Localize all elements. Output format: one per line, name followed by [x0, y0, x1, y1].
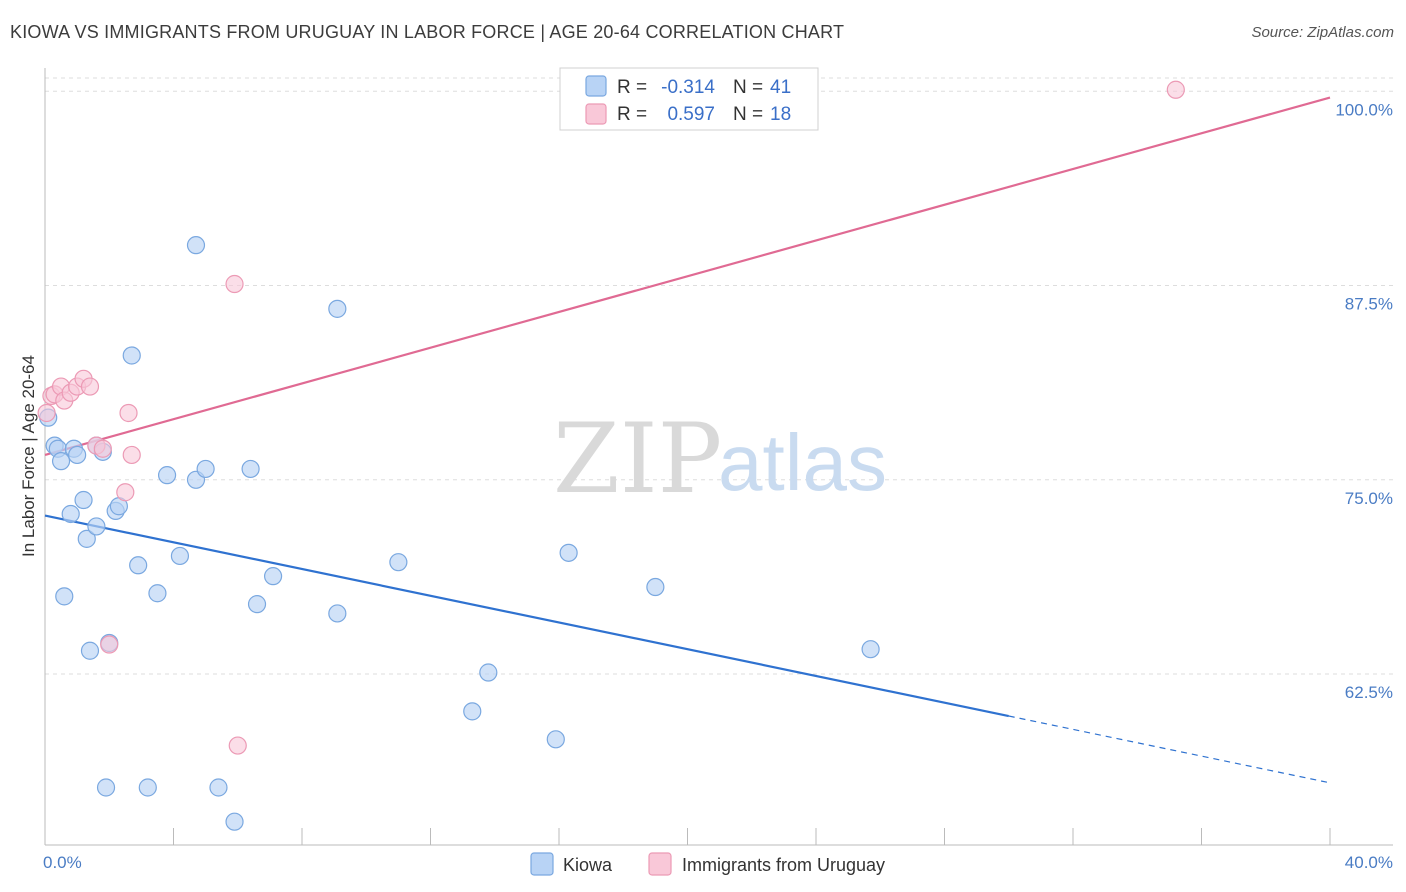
point-uruguay: [119, 403, 138, 423]
x-tick-labels: 0.0% 40.0%: [43, 853, 1393, 872]
point-kiowa: [241, 459, 260, 479]
point-kiowa: [170, 546, 190, 566]
y-tick-label: 62.5%: [1345, 683, 1393, 702]
y-tick-label: 87.5%: [1345, 295, 1393, 314]
legend-r-value-1: -0.314: [661, 77, 715, 98]
legend-swatch-kiowa: [585, 75, 607, 97]
point-uruguay: [100, 635, 119, 654]
point-kiowa: [129, 556, 148, 575]
point-uruguay: [1166, 80, 1185, 99]
axes: [44, 68, 1393, 846]
legend-n-label-1: N =: [733, 77, 763, 98]
watermark-zip: ZIP: [553, 403, 722, 515]
point-kiowa: [186, 236, 206, 255]
point-uruguay: [80, 377, 100, 396]
point-kiowa: [80, 641, 100, 660]
source-label: Source: ZipAtlas.com: [1251, 24, 1394, 41]
point-kiowa: [61, 504, 80, 524]
legend-n-value-2: 18: [770, 104, 791, 125]
point-kiowa: [148, 584, 167, 603]
watermark-atlas: atlas: [718, 418, 887, 507]
point-kiowa: [77, 529, 96, 548]
series-legend-label-uruguay: Immigrants from Uruguay: [682, 855, 885, 875]
point-kiowa: [389, 553, 408, 572]
y-tick-label: 75.0%: [1345, 489, 1393, 508]
point-uruguay: [116, 483, 135, 502]
stats-legend: R = -0.314 N = 41 R = 0.597 N = 18: [559, 67, 819, 131]
point-kiowa: [96, 778, 116, 797]
legend-n-label-2: N =: [733, 104, 763, 125]
legend-swatch-uruguay: [585, 103, 607, 125]
series-legend-swatch-uruguay: [648, 852, 672, 876]
point-kiowa: [247, 595, 267, 614]
point-uruguay: [122, 445, 141, 465]
point-kiowa: [559, 543, 578, 562]
point-kiowa: [51, 452, 71, 471]
series-legend: Kiowa Immigrants from Uruguay: [530, 852, 885, 876]
point-kiowa: [861, 640, 880, 659]
watermark: ZIP atlas: [553, 403, 887, 515]
point-kiowa: [328, 299, 347, 318]
point-kiowa: [479, 663, 498, 682]
trend-lines: [44, 96, 1331, 784]
point-kiowa: [263, 567, 283, 586]
point-kiowa: [157, 466, 177, 485]
point-kiowa: [546, 730, 565, 749]
point-kiowa: [74, 490, 93, 510]
point-kiowa: [138, 778, 157, 797]
trend-line-kiowa: [44, 514, 1009, 718]
y-tick-labels: 62.5% 75.0% 87.5% 100.0%: [1335, 100, 1393, 702]
point-kiowa: [55, 587, 74, 606]
x-tick-label-max: 40.0%: [1345, 853, 1393, 872]
legend-r-label-1: R =: [617, 77, 647, 98]
point-kiowa: [225, 812, 244, 831]
point-kiowa: [209, 778, 228, 797]
grid-lines: [45, 77, 1393, 675]
point-kiowa: [463, 702, 482, 721]
y-axis-label: In Labor Force | Age 20-64: [19, 355, 38, 557]
point-kiowa: [646, 577, 665, 597]
x-tick-label-min: 0.0%: [43, 853, 82, 872]
point-uruguay: [93, 439, 112, 458]
trend-line-kiowa-extension: [1008, 715, 1331, 784]
trend-line-uruguay: [44, 96, 1331, 457]
chart-title: KIOWA VS IMMIGRANTS FROM URUGUAY IN LABO…: [10, 22, 845, 42]
point-kiowa: [68, 445, 87, 465]
series-legend-swatch-kiowa: [530, 852, 554, 876]
legend-n-value-1: 41: [770, 77, 791, 98]
scatter-points: [37, 80, 1185, 831]
y-tick-label: 100.0%: [1335, 100, 1393, 119]
series-legend-label-kiowa: Kiowa: [563, 855, 613, 875]
point-kiowa: [196, 459, 215, 479]
point-uruguay: [37, 403, 56, 423]
legend-r-label-2: R =: [617, 104, 647, 125]
point-kiowa: [87, 517, 106, 536]
point-kiowa: [328, 604, 347, 623]
point-uruguay: [225, 274, 244, 294]
point-uruguay: [228, 736, 247, 755]
point-kiowa: [122, 346, 141, 365]
legend-r-value-2: 0.597: [667, 104, 715, 125]
